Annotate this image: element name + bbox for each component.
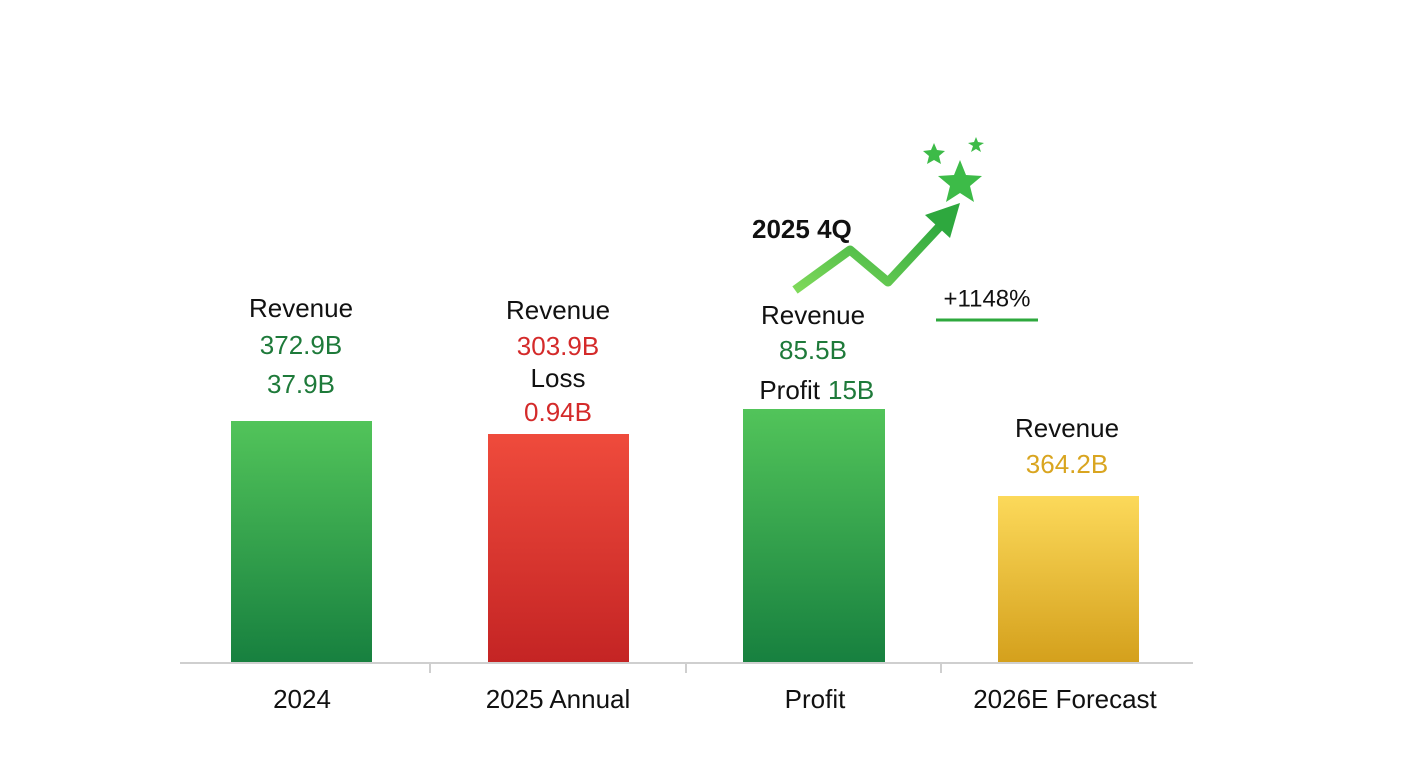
bar — [998, 496, 1139, 663]
annotation-period: 2025 4Q — [752, 214, 852, 244]
label: Loss — [531, 363, 586, 393]
annotation-growth: +1148% — [944, 285, 1031, 312]
label: Revenue — [761, 300, 865, 330]
value-label: 364.2B — [1026, 449, 1108, 479]
category-label: 2025 Annual — [486, 684, 631, 714]
category-label: 2026E Forecast — [973, 684, 1157, 714]
value-label: 0.94B — [524, 397, 592, 427]
growth-arrow — [792, 203, 960, 294]
axis — [180, 662, 1193, 673]
value-label: 15B — [828, 375, 874, 405]
value-label: 37.9B — [267, 369, 335, 399]
label: Revenue — [249, 293, 353, 323]
label: Revenue — [1015, 413, 1119, 443]
bar — [231, 421, 372, 663]
value-label: 85.5B — [779, 335, 847, 365]
bar — [488, 434, 629, 663]
value-label: 372.9B — [260, 330, 342, 360]
label: Revenue — [506, 295, 610, 325]
bar — [743, 409, 885, 663]
label: Profit — [759, 375, 820, 405]
category-label: 2024 — [273, 684, 331, 714]
category-label: Profit — [785, 684, 846, 714]
stars — [923, 137, 984, 202]
value-label: 303.9B — [517, 331, 599, 361]
